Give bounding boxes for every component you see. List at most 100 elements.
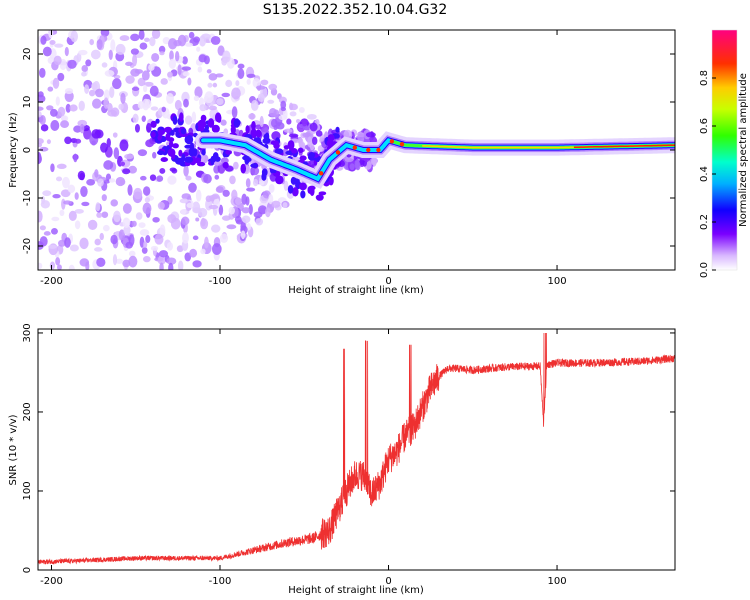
heatmap-cell [50, 227, 58, 235]
heatmap-cell [134, 123, 140, 133]
heatmap-cell [137, 149, 148, 157]
heatmap-cell [115, 176, 126, 187]
heatmap-cell [104, 70, 115, 77]
snr-y-tick-label: 300 [22, 323, 33, 342]
heatmap-cell [122, 217, 131, 228]
heatmap-cell [354, 158, 360, 170]
heatmap-cell [81, 65, 88, 72]
heatmap-cell [282, 202, 288, 208]
heatmap-cell [102, 224, 110, 232]
heatmap-cell [144, 197, 151, 203]
heatmap-cell [185, 42, 193, 47]
heatmap-cell [79, 237, 89, 250]
heatmap-cell [300, 190, 306, 199]
heatmap-cell [302, 132, 312, 138]
heatmap-cell [189, 248, 198, 258]
heatmap-cell [302, 126, 311, 131]
heatmap-cell [166, 257, 177, 265]
heatmap-cell [225, 79, 233, 88]
heatmap-cell [110, 199, 119, 207]
heatmap-x-tick-label: 0 [385, 276, 391, 287]
heatmap-cell [132, 113, 139, 123]
heatmap-cell [259, 115, 264, 128]
heatmap-cell [69, 244, 79, 252]
heatmap-cell [48, 30, 54, 39]
heatmap-cell [167, 137, 175, 143]
heatmap-cell [318, 191, 327, 196]
heatmap-cell [287, 184, 294, 194]
heatmap-cell [208, 105, 218, 111]
colorbar-tick-label: 0.2 [699, 214, 710, 230]
heatmap-cell [248, 113, 256, 120]
heatmap-cell [192, 235, 199, 241]
heatmap-cell [212, 82, 218, 88]
heatmap-hotspot [399, 142, 405, 147]
heatmap-cell [267, 99, 275, 104]
heatmap-cell [79, 123, 85, 134]
heatmap-cell [183, 98, 189, 108]
heatmap-cell [291, 187, 299, 197]
heatmap-cell [125, 241, 133, 249]
heatmap-cell [84, 84, 90, 94]
heatmap-cell [52, 194, 61, 199]
heatmap-cell [160, 78, 168, 85]
heatmap-cell [122, 168, 131, 175]
heatmap-cell [193, 36, 201, 43]
heatmap-cell [156, 175, 164, 182]
heatmap-cell [188, 182, 197, 193]
heatmap-cell [112, 254, 118, 266]
heatmap-cell [192, 260, 202, 268]
heatmap-cell [125, 75, 135, 84]
heatmap-cell [172, 115, 178, 125]
heatmap-cell [50, 120, 60, 131]
heatmap-cell [172, 143, 179, 149]
heatmap-cell [149, 174, 157, 181]
heatmap-cell [212, 160, 223, 166]
heatmap-cell [144, 37, 150, 42]
snr-ticks: -200 -100 0 100 0 100 200 300 [22, 323, 675, 587]
heatmap-cell [280, 100, 287, 109]
heatmap-cell [78, 100, 85, 112]
heatmap-y-tick-label: 0 [22, 147, 33, 153]
heatmap-cell [39, 225, 46, 231]
heatmap-cell [349, 163, 355, 171]
heatmap-cell [86, 179, 96, 186]
heatmap-cell [182, 71, 190, 77]
heatmap-cell [119, 35, 130, 42]
heatmap-cell [229, 175, 236, 185]
heatmap-cell [123, 225, 131, 236]
heatmap-cell [48, 244, 57, 249]
heatmap-cell [246, 73, 256, 78]
heatmap-cell [226, 224, 237, 230]
heatmap-cell [246, 157, 252, 162]
heatmap-cell [299, 141, 306, 149]
heatmap-cell [231, 87, 241, 100]
heatmap-cell [157, 201, 165, 210]
heatmap-cell [151, 30, 161, 39]
heatmap-cell [96, 257, 106, 268]
heatmap-cell [252, 77, 261, 88]
heatmap-cell [174, 50, 180, 62]
heatmap-cell [65, 103, 71, 113]
heatmap-cell [46, 105, 54, 111]
heatmap-cell [245, 125, 250, 134]
heatmap-cell [269, 108, 277, 117]
heatmap-cell [43, 231, 51, 236]
heatmap-cell [119, 139, 129, 152]
heatmap-cell [198, 54, 207, 63]
heatmap-cell [77, 119, 88, 127]
heatmap-cell [49, 40, 56, 45]
heatmap-cell [194, 157, 202, 164]
heatmap-cell [240, 230, 246, 240]
heatmap-cell [38, 152, 42, 164]
heatmap-cell [91, 82, 98, 91]
heatmap-cell [55, 257, 61, 266]
heatmap-cell [106, 137, 111, 148]
heatmap-cell [149, 36, 156, 47]
colorbar: 0.0 0.2 0.4 0.6 0.8 Normalized spectral ampl… [699, 29, 749, 278]
heatmap-cell [221, 92, 231, 98]
heatmap-cell [170, 129, 175, 136]
heatmap-cell [73, 125, 82, 133]
heatmap-cell [143, 255, 151, 263]
heatmap-cell [221, 215, 231, 221]
